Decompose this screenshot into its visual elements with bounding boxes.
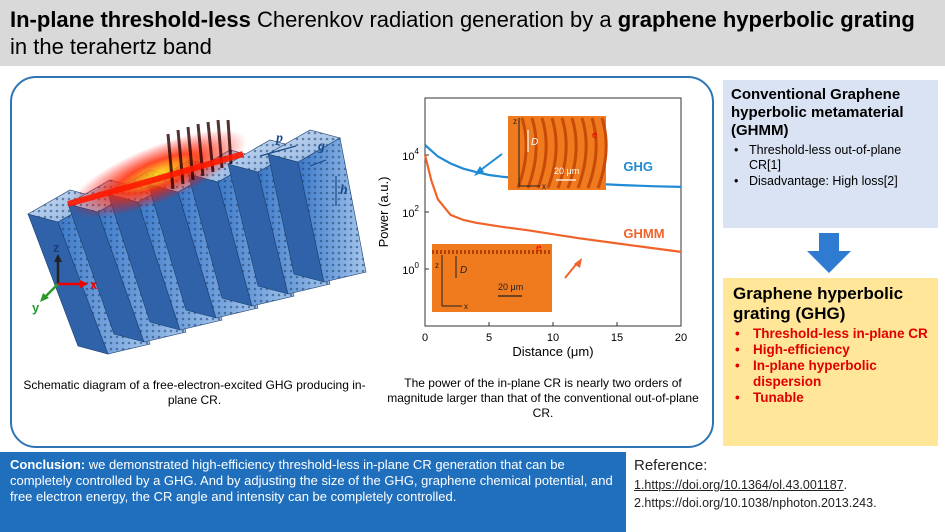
schematic-caption: Schematic diagram of a free-electron-exc… — [23, 378, 366, 407]
ghg-box: Graphene hyperbolic grating (GHG) Thresh… — [723, 278, 938, 446]
conventional-list: Threshold-less out-of-plane CR[1] Disadv… — [731, 143, 930, 189]
axis-z-label: z — [53, 240, 60, 255]
legend-label-ghg: GHG — [623, 159, 653, 174]
series-line-ghg — [424, 144, 682, 188]
gap-label: g — [317, 139, 325, 154]
title-bar: In-plane threshold-less Cherenkov radiat… — [0, 0, 945, 66]
list-item: High-efficiency — [733, 342, 928, 358]
ghg-list: Threshold-less in-plane CR High-efficien… — [733, 326, 928, 406]
conclusion-label: Conclusion: — [10, 457, 86, 472]
inset-bottom-scale: 20 μm — [498, 282, 523, 292]
list-item: Disadvantage: High loss[2] — [731, 174, 930, 189]
down-arrow-icon — [807, 233, 851, 273]
inset-bottom-z: z — [435, 261, 439, 270]
inset-bottom: z x D 20 μm e — [432, 243, 552, 312]
list-item: Threshold-less in-plane CR — [733, 326, 928, 342]
inset-top: z x D 20 μm e — [508, 116, 608, 191]
period-label: p — [275, 131, 283, 146]
reference-link-2[interactable]: 2.https://doi.org/10.1038/nphoton.2013.2… — [634, 496, 877, 510]
list-item: Tunable — [733, 390, 928, 406]
list-item: In-plane hyperbolic dispersion — [733, 358, 928, 390]
x-tick-label: 10 — [547, 332, 559, 344]
ghg-title: Graphene hyperbolic grating (GHG) — [733, 284, 904, 323]
inset-top-electron: e — [592, 130, 598, 141]
inset-top-scale: 20 μm — [554, 166, 579, 176]
reference-block: Reference: 1.https://doi.org/10.1364/ol.… — [634, 456, 944, 512]
inset-bottom-x: x — [464, 302, 468, 311]
legend-label-ghmm: GHMM — [623, 226, 664, 241]
y-tick-label: 104 — [402, 147, 419, 163]
inset-bottom-d: D — [460, 265, 467, 276]
series-line-ghmm — [423, 154, 682, 253]
inset-top-x: x — [542, 182, 546, 191]
axis-x-label: x — [90, 277, 98, 292]
conventional-title: Conventional Graphene hyperbolic metamat… — [731, 86, 904, 139]
inset-top-d: D — [531, 137, 538, 148]
chart-caption: The power of the in-plane CR is nearly t… — [387, 376, 699, 420]
list-item: Threshold-less out-of-plane CR[1] — [731, 143, 930, 173]
inset-top-z: z — [513, 117, 517, 126]
conventional-ghmm-box: Conventional Graphene hyperbolic metamat… — [723, 80, 938, 228]
conclusion-text: we demonstrated high-efficiency threshol… — [10, 457, 613, 504]
height-label: h — [340, 183, 348, 198]
x-tick-label: 15 — [611, 332, 623, 344]
reference-link-1[interactable]: 1.https://doi.org/10.1364/ol.43.001187 — [634, 478, 844, 492]
page-title: In-plane threshold-less Cherenkov radiat… — [10, 7, 915, 59]
power-chart: 104 102 100 0 5 10 15 20 GHG GHMM Distance (μm)… — [376, 97, 687, 359]
conclusion-box: Conclusion: we demonstrated high-efficie… — [0, 452, 626, 532]
x-tick-label: 0 — [422, 332, 428, 344]
inset-bottom-electron: e — [536, 243, 542, 254]
reference-heading: Reference: — [634, 457, 708, 474]
x-axis-label: Distance (μm) — [512, 344, 593, 359]
y-axis-label: Power (a.u.) — [376, 177, 391, 248]
x-tick-label: 5 — [486, 332, 492, 344]
axis-y-label: y — [32, 300, 40, 315]
y-tick-label: 100 — [402, 261, 419, 277]
x-tick-label: 20 — [675, 332, 687, 344]
ghg-schematic-figure: p g h z x y — [27, 119, 367, 355]
y-tick-label: 102 — [402, 204, 419, 220]
